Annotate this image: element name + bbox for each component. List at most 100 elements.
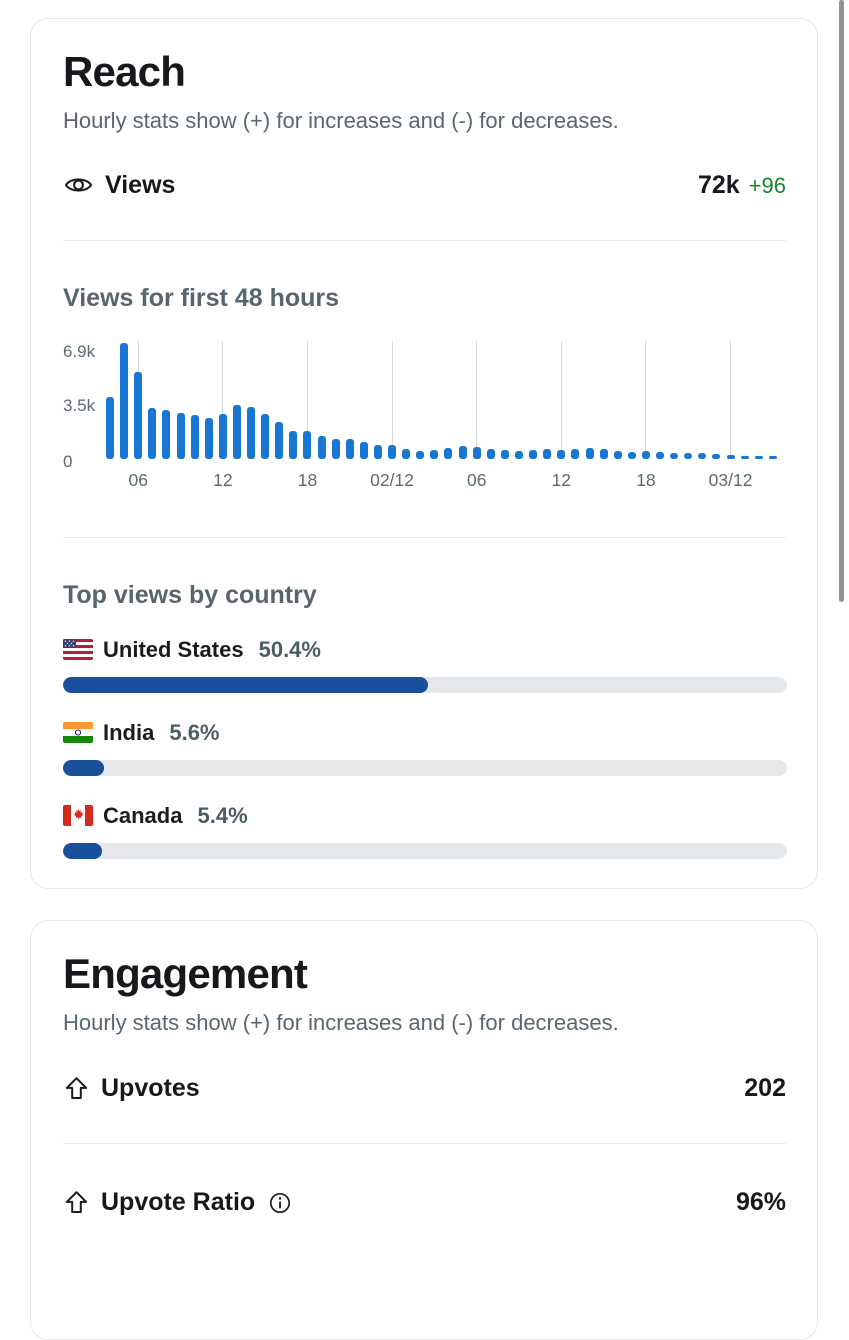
country-name: India (103, 719, 155, 745)
chart-bar (543, 448, 552, 459)
divider (63, 1143, 786, 1145)
engagement-title: Engagement (63, 949, 308, 997)
chart-bar (134, 371, 143, 459)
chart-bar (289, 430, 298, 459)
chart-gridline (306, 340, 308, 459)
views-chart-yaxis: 0 3.5k 6.9k (63, 341, 106, 471)
chart-gridline (476, 340, 478, 459)
chart-ytick-label: 3.5k (63, 395, 96, 415)
chart-bar (613, 450, 622, 459)
chart-xtick-label: 03/12 (708, 469, 753, 490)
info-icon[interactable] (268, 1191, 292, 1215)
chart-bar (317, 435, 326, 459)
views-chart-xaxis: 06 12 18 02/12 06 12 18 03/12 (106, 459, 784, 493)
reach-card: Reach Hourly stats show (+) for increase… (30, 18, 818, 889)
chart-gridline (645, 340, 647, 459)
chart-bar (402, 448, 411, 459)
chart-gridline (222, 340, 224, 459)
chart-xtick-label: 12 (551, 469, 572, 490)
country-row-canada: Canada 5.4% (63, 802, 787, 859)
chart-bar (529, 449, 538, 459)
chart-bar (486, 448, 495, 459)
flag-canada-icon (63, 805, 93, 827)
chart-bar (712, 453, 721, 459)
country-progress-track (63, 759, 787, 776)
upvotes-label: Upvotes (101, 1074, 200, 1103)
eye-icon (63, 173, 94, 197)
chart-bar (726, 454, 735, 459)
chart-bar (176, 412, 185, 459)
country-progress-fill (63, 842, 103, 859)
upvotes-row: Upvotes 202 (63, 1074, 786, 1103)
chart-bar (768, 455, 777, 459)
upvotes-value: 202 (744, 1074, 786, 1103)
chart-bar (345, 438, 354, 459)
chart-gridline (730, 340, 732, 459)
chart-bar (670, 452, 679, 459)
chart-bar (388, 444, 397, 459)
country-progress-track (63, 676, 787, 693)
country-pct: 50.4% (258, 636, 321, 662)
chart-bar (627, 451, 636, 459)
chart-bar (557, 449, 566, 459)
country-progress-fill (63, 759, 104, 776)
chart-bar (430, 449, 439, 459)
views-value: 72k (697, 170, 740, 199)
views-row: Views 72k +96 (63, 171, 786, 200)
country-pct: 5.4% (197, 802, 248, 828)
chart-bar (698, 452, 707, 459)
chart-bar (162, 409, 171, 459)
chart-bar (656, 451, 665, 459)
chart-xtick-label: 12 (213, 469, 233, 490)
chart-bar (458, 445, 467, 459)
views-label: Views (105, 170, 176, 199)
divider (63, 239, 786, 241)
views-chart: 0 3.5k 6.9k (63, 340, 786, 471)
chart-bar (359, 441, 368, 459)
chart-bar (754, 455, 763, 459)
views-chart-plot[interactable] (106, 340, 784, 459)
chart-bar (444, 447, 453, 459)
chart-xtick-label: 06 (128, 469, 148, 490)
chart-bar (571, 448, 580, 459)
chart-bar (373, 444, 382, 459)
chart-xtick-label: 18 (297, 469, 318, 490)
countries-title: Top views by country (63, 580, 317, 609)
upvote-ratio-row: Upvote Ratio 96% (63, 1188, 786, 1217)
upvote-ratio-value: 96% (735, 1188, 786, 1217)
upvote-ratio-label: Upvote Ratio (101, 1188, 256, 1217)
country-pct: 5.6% (169, 719, 220, 745)
scrollbar-thumb[interactable] (839, 0, 844, 602)
chart-bar (232, 404, 241, 459)
reach-subtitle: Hourly stats show (+) for increases and … (63, 108, 619, 134)
flag-india-icon (63, 722, 93, 744)
chart-bar (641, 450, 650, 459)
chart-gridline (391, 340, 393, 459)
views-delta: +96 (748, 172, 786, 198)
chart-bar (275, 421, 284, 459)
chart-bar (331, 438, 340, 459)
country-row-india: India 5.6% (63, 719, 787, 776)
chart-bar (684, 452, 693, 459)
chart-gridline (560, 340, 562, 459)
chart-bar (500, 449, 509, 459)
chart-xtick-label: 02/12 (370, 469, 414, 490)
chart-bar (585, 447, 594, 459)
flag-united-states-icon (63, 639, 93, 661)
chart-bar (218, 413, 227, 459)
engagement-card: Engagement Hourly stats show (+) for inc… (30, 919, 818, 1340)
chart-xtick-label: 06 (466, 469, 487, 490)
country-row-united-states: United States 50.4% (63, 636, 787, 693)
country-name: United States (103, 636, 244, 662)
country-progress-track (63, 842, 787, 859)
country-name: Canada (103, 802, 183, 828)
chart-bar (261, 413, 270, 459)
chart-bar (472, 446, 481, 459)
chart-bar (247, 406, 256, 459)
chart-bar (416, 450, 425, 459)
chart-bar (740, 455, 749, 459)
engagement-subtitle: Hourly stats show (+) for increases and … (63, 1009, 619, 1035)
chart-bar (190, 414, 199, 459)
chart-ytick-label: 0 (63, 451, 73, 471)
